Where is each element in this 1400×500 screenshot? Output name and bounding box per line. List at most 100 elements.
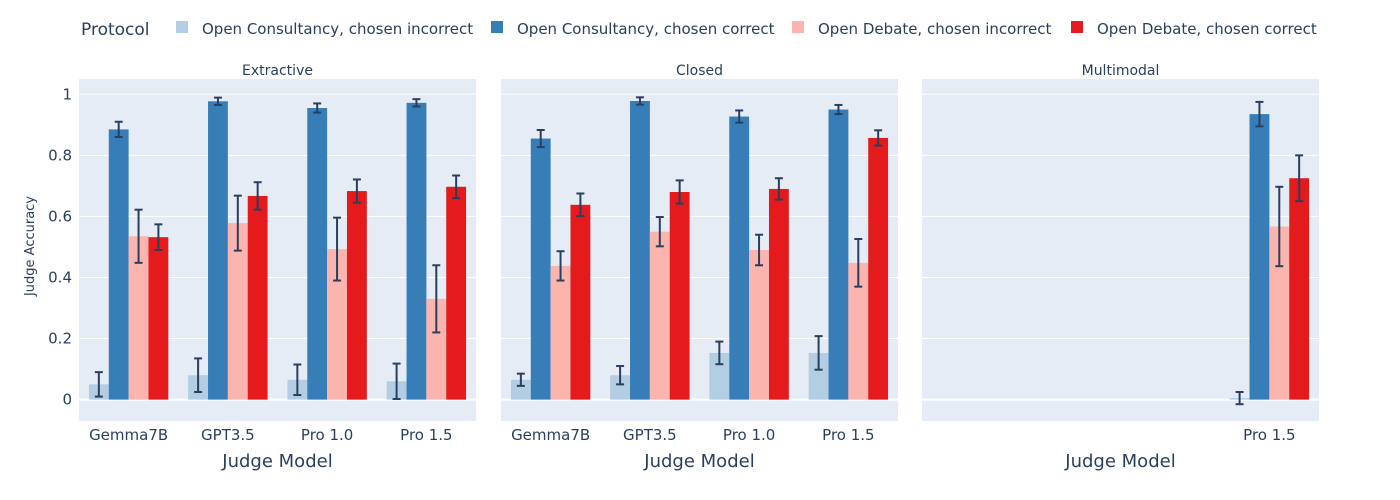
bar (808, 352, 829, 400)
error-bar (432, 264, 441, 334)
error-bar (715, 340, 724, 366)
error-bar (675, 179, 684, 205)
error-bar (1235, 390, 1244, 406)
bar (729, 116, 750, 400)
legend-item[interactable]: Open Consultancy, chosen incorrect (176, 20, 473, 38)
error-bar (536, 128, 545, 149)
bar (709, 352, 730, 400)
error-bar (556, 250, 565, 282)
x-tick-label: Pro 1.5 (822, 426, 874, 444)
error-bar (1255, 100, 1264, 128)
legend-swatch (176, 21, 188, 33)
y-tick-label: 0.2 (48, 330, 72, 348)
error-bar (253, 181, 262, 211)
error-bar (194, 357, 203, 393)
x-axis-title: Judge Model (221, 451, 332, 472)
error-bar (213, 96, 222, 106)
legend-swatch (1071, 21, 1083, 33)
error-bar (1275, 185, 1284, 268)
error-bar (233, 194, 242, 252)
bar (868, 137, 889, 400)
bar (227, 223, 248, 400)
bar (510, 379, 531, 400)
error-bar (293, 363, 302, 397)
error-bar (134, 208, 143, 264)
y-tick-label: 0.4 (48, 268, 72, 286)
error-bar (412, 98, 421, 108)
error-bar (655, 216, 664, 248)
bar (630, 100, 650, 400)
error-bar (333, 216, 342, 282)
legend-swatch (792, 21, 804, 33)
error-bar (735, 109, 744, 124)
bar (1249, 114, 1270, 400)
error-bar (834, 103, 843, 116)
error-bar (392, 362, 401, 401)
x-tick-label: Gemma7B (511, 426, 590, 444)
bar (148, 237, 169, 400)
bar (1269, 226, 1290, 400)
x-tick-label: Pro 1.5 (400, 426, 452, 444)
bar (828, 109, 849, 400)
panel: Multimodal Judge Model Pro 1.5 (922, 63, 1319, 472)
x-tick-label: Gemma7B (89, 426, 168, 444)
x-tick-label: Pro 1.5 (1243, 426, 1295, 444)
x-tick-label: GPT3.5 (623, 426, 677, 444)
bar (530, 138, 551, 400)
bar (1289, 178, 1310, 400)
error-bar (313, 102, 322, 114)
panels: 0 0.2 0.4 0.6 0.8 1 Extractive Judge Model Gemma… (48, 63, 1319, 472)
bar (406, 102, 427, 400)
bar (669, 191, 690, 400)
error-bar (814, 335, 823, 371)
legend-label: Open Consultancy, chosen incorrect (202, 20, 473, 38)
panel: Closed Judge Model Gemma7B GPT3.5 Pro 1.0 Pro… (501, 63, 898, 472)
legend-item[interactable]: Open Debate, chosen correct (1071, 20, 1317, 38)
error-bar (874, 129, 883, 147)
bar (848, 262, 869, 400)
bar (327, 249, 347, 400)
x-tick-label: Pro 1.0 (723, 426, 775, 444)
error-bar (576, 192, 585, 218)
bar (426, 298, 447, 400)
y-tick-label: 1 (62, 85, 72, 103)
bar (108, 129, 129, 400)
bar (247, 195, 268, 400)
y-tick-label: 0.8 (48, 146, 72, 164)
bar (346, 191, 367, 400)
bar (446, 186, 467, 400)
legend-swatch (491, 21, 503, 33)
error-bar (774, 177, 783, 201)
y-axis-title: Judge Accuracy (23, 196, 38, 297)
legend-label: Open Debate, chosen correct (1097, 20, 1317, 38)
error-bar (154, 223, 163, 251)
y-tick-label: 0 (62, 391, 72, 409)
bar (550, 265, 571, 400)
bar (570, 204, 591, 400)
x-axis-title: Judge Model (1064, 451, 1175, 472)
x-axis-title: Judge Model (643, 451, 754, 472)
y-tick-label: 0.6 (48, 207, 72, 225)
legend-label: Open Debate, chosen incorrect (818, 20, 1052, 38)
error-bar (755, 233, 764, 267)
legend-item[interactable]: Open Debate, chosen incorrect (792, 20, 1052, 38)
panel-title: Extractive (242, 63, 313, 79)
bar (208, 101, 228, 400)
legend: Protocol Open Consultancy, chosen incorr… (81, 20, 1317, 40)
x-tick-label: Pro 1.0 (301, 426, 353, 444)
error-bar (854, 238, 863, 288)
bar (610, 375, 631, 400)
bar (649, 231, 670, 400)
bar (128, 236, 149, 400)
error-bar (635, 96, 644, 106)
legend-item[interactable]: Open Consultancy, chosen correct (491, 20, 775, 38)
panel-title: Multimodal (1082, 63, 1160, 79)
legend-label: Open Consultancy, chosen correct (517, 20, 775, 38)
bar (768, 188, 789, 400)
error-bar (1295, 154, 1304, 203)
bar (307, 108, 328, 400)
error-bar (452, 174, 461, 200)
error-bar (516, 372, 525, 387)
